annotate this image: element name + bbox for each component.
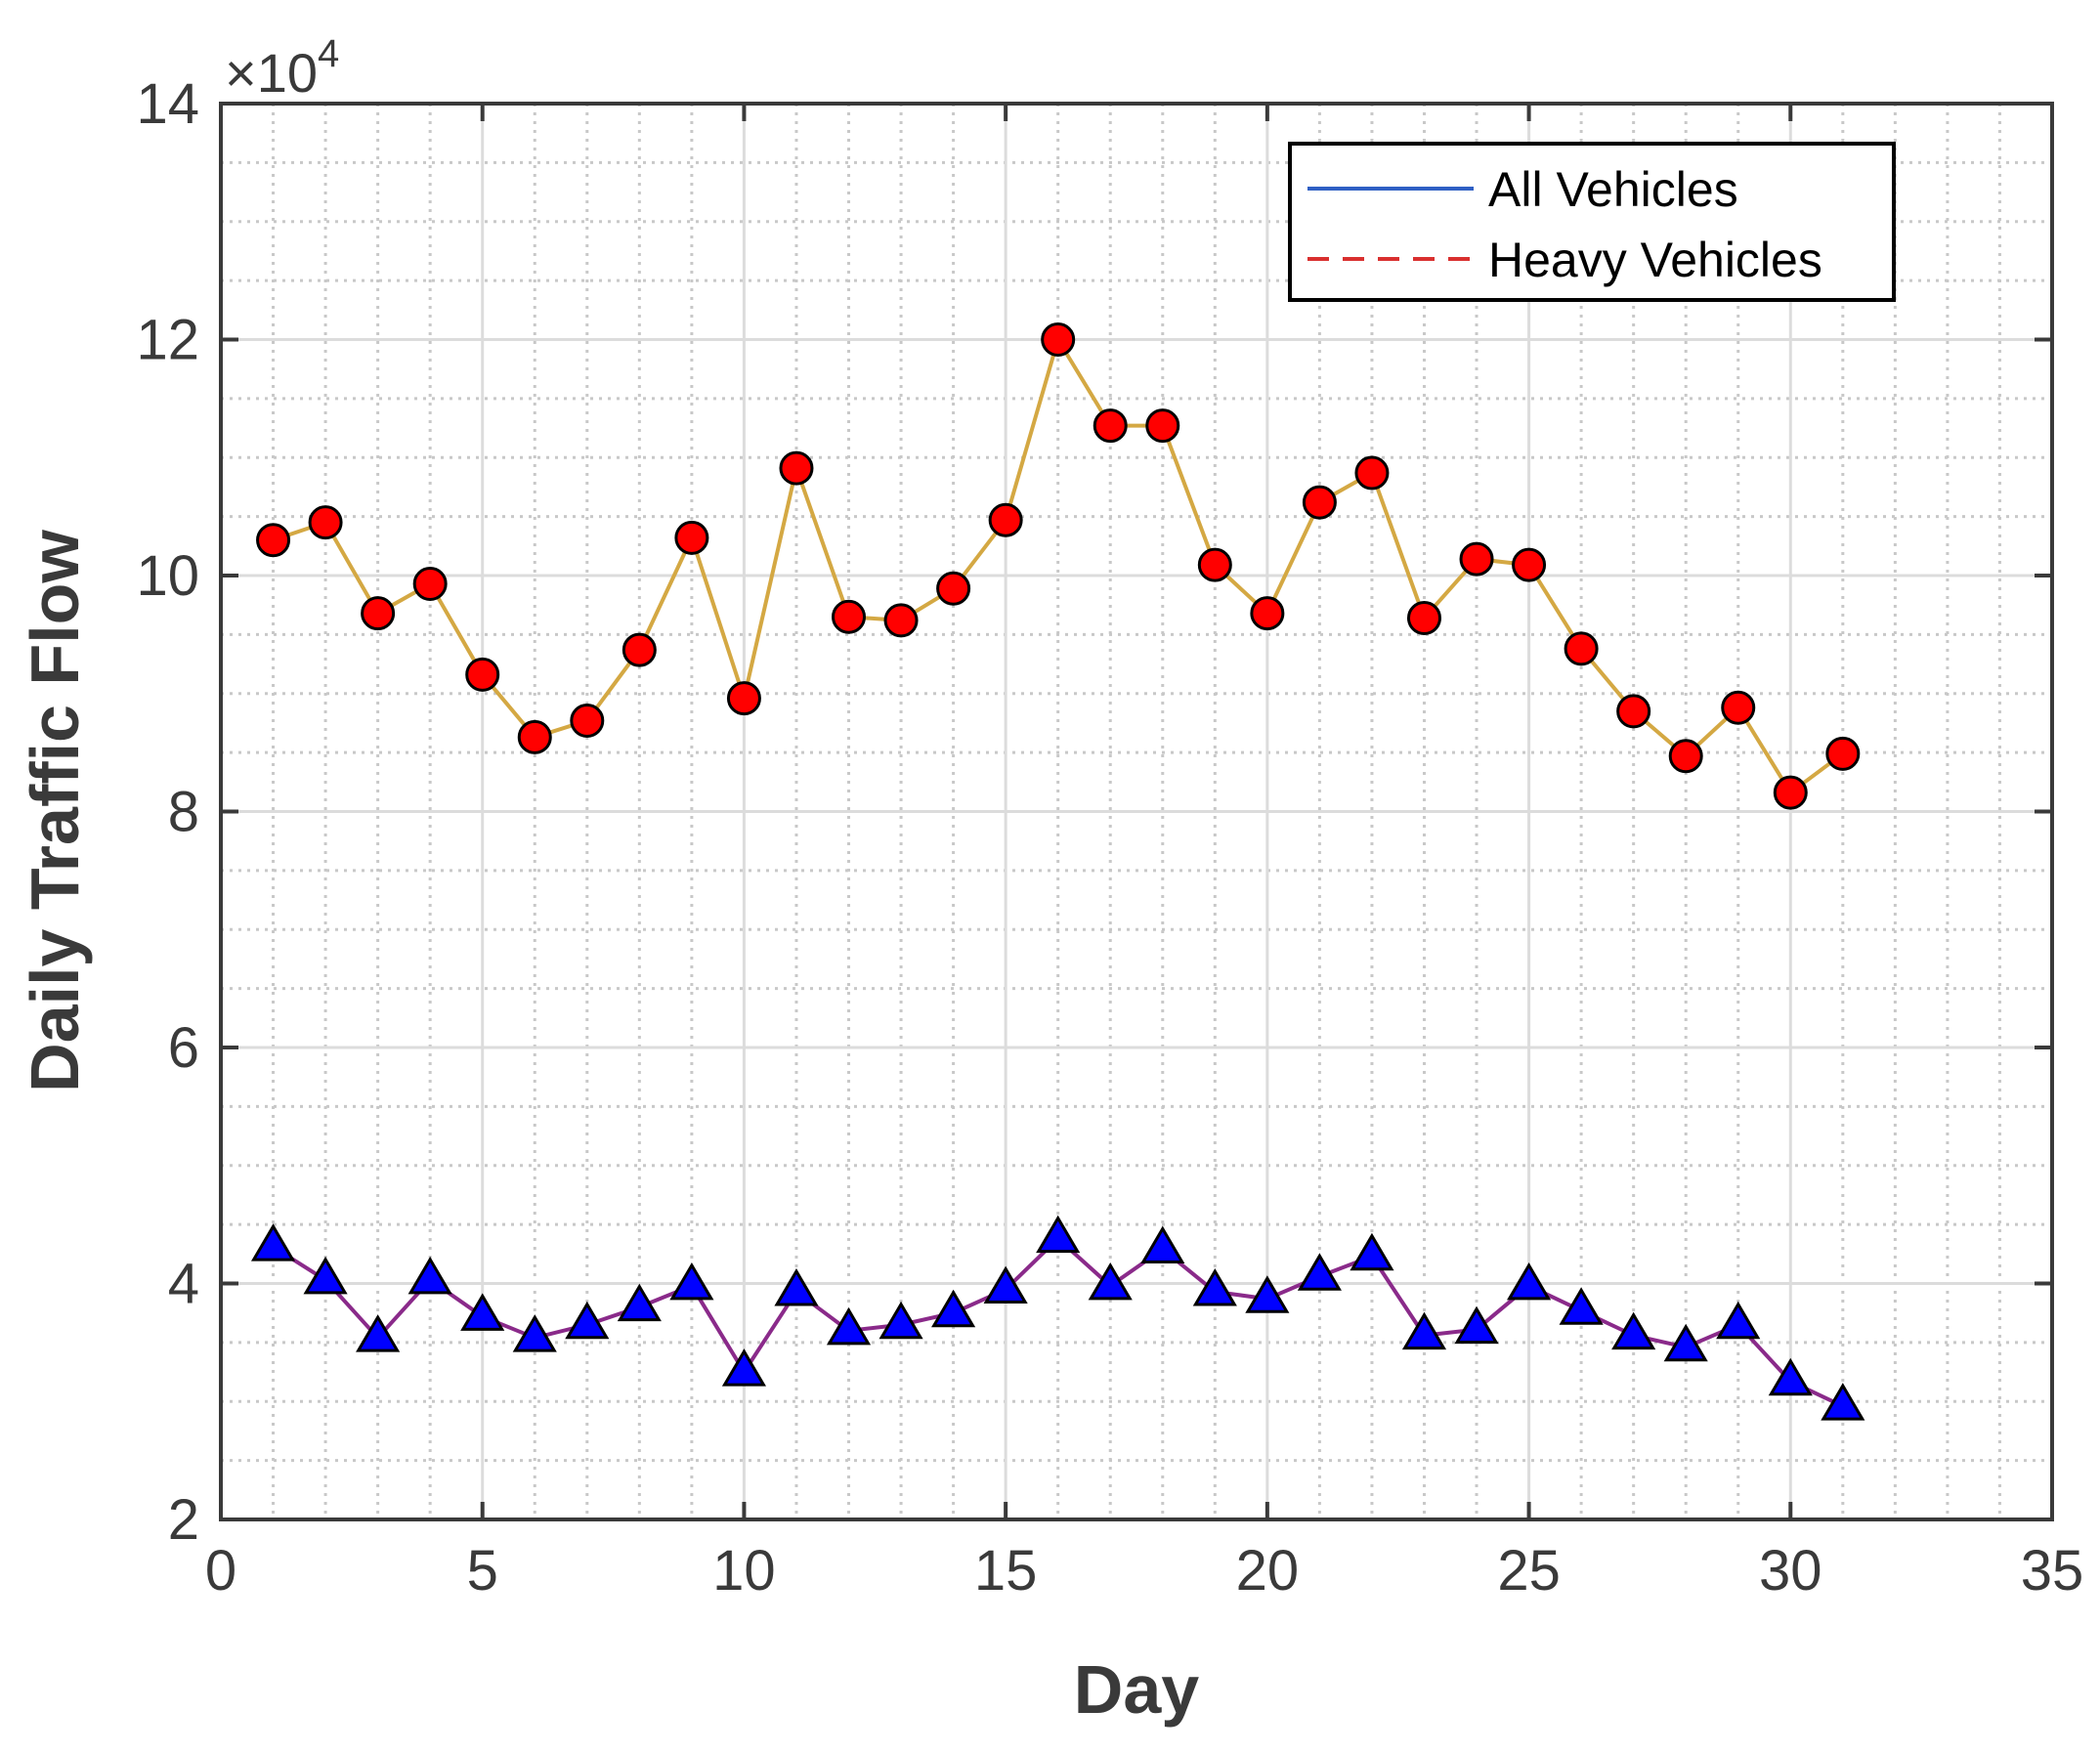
data-point-marker [674, 520, 709, 555]
x-axis-title: Day [1074, 1651, 1199, 1728]
data-point-marker [1821, 1383, 1865, 1421]
data-point-marker [1093, 408, 1128, 444]
data-point-marker [460, 1293, 505, 1331]
data-point-marker [931, 1289, 976, 1328]
data-point-marker [1559, 1287, 1604, 1325]
data-point-marker [832, 599, 867, 634]
y-tick-label: 14 [136, 72, 199, 136]
y-tick-label: 4 [168, 1253, 199, 1316]
data-point-marker [570, 704, 605, 739]
data-point-marker [936, 571, 971, 606]
y-tick-label: 6 [168, 1016, 199, 1080]
data-point-marker [361, 596, 396, 631]
data-point-marker [721, 1348, 766, 1387]
tick-labels: 0 5 10 15 20 25 30 35 2 4 6 8 10 12 14 [136, 72, 2083, 1603]
tick-marks [219, 102, 2054, 1521]
x-tick-label: 30 [1759, 1539, 1822, 1603]
data-point-marker [779, 450, 814, 486]
data-point-marker [1350, 1232, 1394, 1271]
y-tick-label: 12 [136, 309, 199, 372]
data-point-marker [1140, 1225, 1185, 1264]
data-point-marker [1197, 547, 1232, 582]
y-axis-title: Daily Traffic Flow [17, 530, 93, 1092]
legend-box [1288, 142, 1896, 302]
y-multiplier-exponent: 4 [318, 32, 339, 75]
data-point-marker [1825, 736, 1861, 771]
data-point-marker [256, 523, 291, 558]
y-tick-label: 2 [168, 1488, 199, 1552]
data-point-marker [1041, 322, 1076, 357]
data-point-marker [1297, 1253, 1342, 1291]
x-tick-label: 0 [205, 1539, 236, 1603]
data-point-marker [1036, 1215, 1081, 1254]
series-heavy-vehicles [250, 1215, 1865, 1421]
data-point-marker [617, 1283, 662, 1322]
grid [221, 104, 2052, 1519]
data-point-marker [1768, 1357, 1813, 1396]
y-multiplier-base: ×10 [225, 42, 318, 104]
data-point-marker [512, 1314, 557, 1352]
x-tick-label: 35 [2021, 1539, 2084, 1603]
data-point-marker [303, 1256, 348, 1295]
data-point-marker [465, 657, 500, 692]
data-point-marker [826, 1306, 872, 1346]
data-point-marker [407, 1256, 452, 1295]
data-point-marker [1454, 1305, 1499, 1345]
data-point-marker [1145, 408, 1180, 444]
legend: All Vehicles Heavy Vehicles [1288, 142, 1896, 302]
data-point-marker [1721, 690, 1756, 725]
x-tick-label: 20 [1236, 1539, 1300, 1603]
data-point-marker [1245, 1275, 1290, 1313]
data-point-marker [1512, 547, 1547, 582]
legend-label-heavy-vehicles: Heavy Vehicles [1488, 233, 1822, 287]
data-point-marker [1611, 1311, 1656, 1350]
data-point-marker [1302, 485, 1337, 520]
data-point-marker [1668, 739, 1703, 774]
data-point-marker [988, 502, 1023, 537]
data-point-marker [356, 1314, 401, 1352]
data-point-marker [879, 1301, 923, 1340]
data-point-marker [1663, 1323, 1708, 1362]
data-point-marker [983, 1265, 1028, 1304]
data-point-marker [1564, 631, 1599, 666]
series-group [250, 322, 1865, 1421]
data-point-marker [1507, 1261, 1552, 1301]
data-point-marker [1773, 775, 1808, 810]
x-tick-label: 25 [1497, 1539, 1561, 1603]
data-point-marker [774, 1267, 819, 1306]
data-point-marker [669, 1261, 714, 1301]
y-tick-label: 10 [136, 544, 199, 608]
data-point-marker [308, 505, 343, 540]
data-point-marker [621, 632, 657, 667]
data-point-marker [412, 566, 448, 601]
data-point-marker [1192, 1267, 1237, 1306]
data-point-marker [1250, 596, 1285, 631]
data-point-marker [1354, 455, 1390, 491]
data-point-marker [1716, 1301, 1761, 1340]
legend-label-all-vehicles: All Vehicles [1488, 162, 1738, 217]
y-tick-label: 8 [168, 781, 199, 844]
x-tick-label: 10 [712, 1539, 776, 1603]
data-point-marker [1616, 694, 1651, 729]
data-point-marker [565, 1301, 610, 1340]
data-point-marker [1406, 600, 1441, 635]
series-all-vehicles [256, 322, 1861, 810]
x-tick-label: 5 [467, 1539, 498, 1603]
data-point-marker [1088, 1261, 1133, 1301]
y-multiplier: ×104 [225, 32, 339, 104]
data-point-marker [1401, 1311, 1447, 1350]
data-point-marker [517, 719, 552, 754]
data-point-marker [726, 681, 761, 716]
data-point-marker [250, 1223, 296, 1261]
x-tick-label: 15 [974, 1539, 1038, 1603]
data-point-marker [883, 603, 919, 638]
data-point-marker [1459, 541, 1494, 577]
